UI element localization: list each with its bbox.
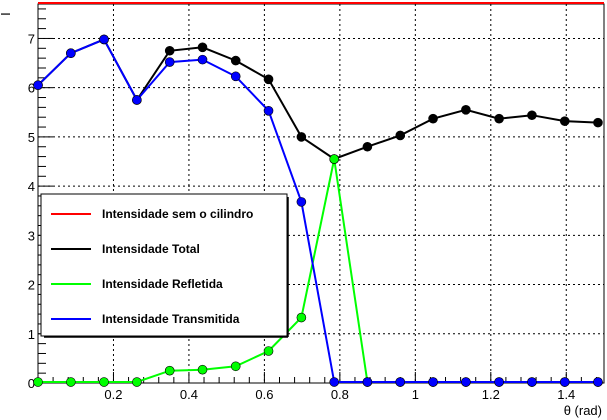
data-point-intensidade-refletida — [132, 377, 142, 387]
data-point-intensidade-total — [428, 113, 438, 124]
axis-ticks: 0.2 0.4 0.6 0.8 1 1.2 1.4 0 1 2 3 4 5 6 7 — [28, 8, 597, 402]
data-point-intensidade-transmitida — [33, 80, 43, 91]
data-point-intensidade-transmitida — [362, 377, 373, 387]
data-point-intensidade-transmitida — [494, 377, 504, 387]
data-point-intensidade-refletida — [99, 377, 109, 387]
y-tick-label: 1 — [28, 327, 35, 342]
x-tick-label: 1.4 — [557, 387, 575, 402]
data-point-intensidade-transmitida — [66, 48, 76, 59]
data-point-intensidade-total — [593, 117, 603, 128]
data-point-intensidade-refletida — [296, 312, 307, 323]
x-tick-label: 0.6 — [255, 387, 273, 402]
data-point-intensidade-transmitida — [527, 377, 537, 387]
y-tick-label: 5 — [28, 130, 35, 145]
data-point-intensidade-transmitida — [230, 71, 241, 82]
x-tick-label: 0.2 — [104, 387, 122, 402]
legend-label: Intensidade Refletida — [102, 277, 223, 291]
legend-label: Intensidade Total — [102, 242, 200, 256]
data-point-intensidade-transmitida — [99, 34, 109, 45]
data-point-intensidade-total — [263, 74, 274, 85]
y-tick-label: 2 — [28, 278, 35, 293]
data-point-intensidade-total — [362, 141, 373, 152]
y-tick-label: 0 — [28, 376, 35, 391]
data-point-intensidade-total — [527, 110, 537, 121]
data-point-intensidade-transmitida — [559, 377, 570, 387]
data-point-intensidade-transmitida — [461, 377, 471, 387]
data-point-intensidade-transmitida — [395, 377, 406, 387]
x-axis-label: θ (rad) — [564, 403, 602, 418]
data-point-intensidade-transmitida — [132, 95, 142, 105]
data-point-intensidade-refletida — [164, 365, 175, 376]
data-point-intensidade-transmitida — [263, 106, 274, 116]
y-tick-label: 3 — [28, 228, 35, 243]
data-point-intensidade-transmitida — [428, 377, 438, 387]
data-point-intensidade-transmitida — [164, 57, 175, 67]
data-point-intensidade-refletida — [33, 377, 43, 387]
x-tick-label: 1 — [412, 387, 419, 402]
data-point-intensidade-refletida — [66, 377, 76, 387]
legend: Intensidade sem o cilindro Intensidade To… — [40, 193, 289, 338]
data-point-intensidade-total — [461, 105, 471, 115]
data-point-intensidade-total — [395, 130, 406, 141]
legend-box — [40, 193, 288, 337]
x-tick-label: 0.4 — [180, 387, 198, 402]
data-point-intensidade-total — [296, 132, 307, 142]
data-point-intensidade-total — [164, 45, 175, 56]
data-point-intensidade-transmitida — [593, 377, 603, 387]
data-point-intensidade-transmitida — [296, 197, 307, 207]
y-tick-label: 7 — [28, 31, 35, 46]
data-point-intensidade-refletida — [329, 154, 340, 164]
data-point-intensidade-transmitida — [329, 377, 340, 387]
series-line-intensidade-total — [37, 38, 599, 161]
x-tick-label: 1.2 — [482, 387, 500, 402]
data-point-intensidade-refletida — [197, 364, 208, 375]
data-point-intensidade-refletida — [230, 361, 241, 372]
legend-label: Intensidade Transmitida — [102, 312, 240, 326]
data-point-intensidade-total — [494, 113, 504, 124]
data-point-intensidade-total — [230, 55, 241, 66]
data-point-intensidade-refletida — [263, 346, 274, 356]
y-axis-label: I — [0, 12, 13, 16]
data-point-intensidade-total — [559, 116, 570, 126]
series-lines — [33, 2, 604, 387]
y-tick-label: 6 — [28, 81, 35, 96]
data-point-intensidade-transmitida — [197, 54, 208, 65]
data-point-intensidade-total — [197, 42, 208, 53]
y-tick-label: 4 — [28, 179, 35, 194]
legend-label: Intensidade sem o cilindro — [102, 207, 253, 221]
x-tick-label: 0.8 — [331, 387, 349, 402]
series-line-intensidade-transmitida — [37, 38, 598, 383]
